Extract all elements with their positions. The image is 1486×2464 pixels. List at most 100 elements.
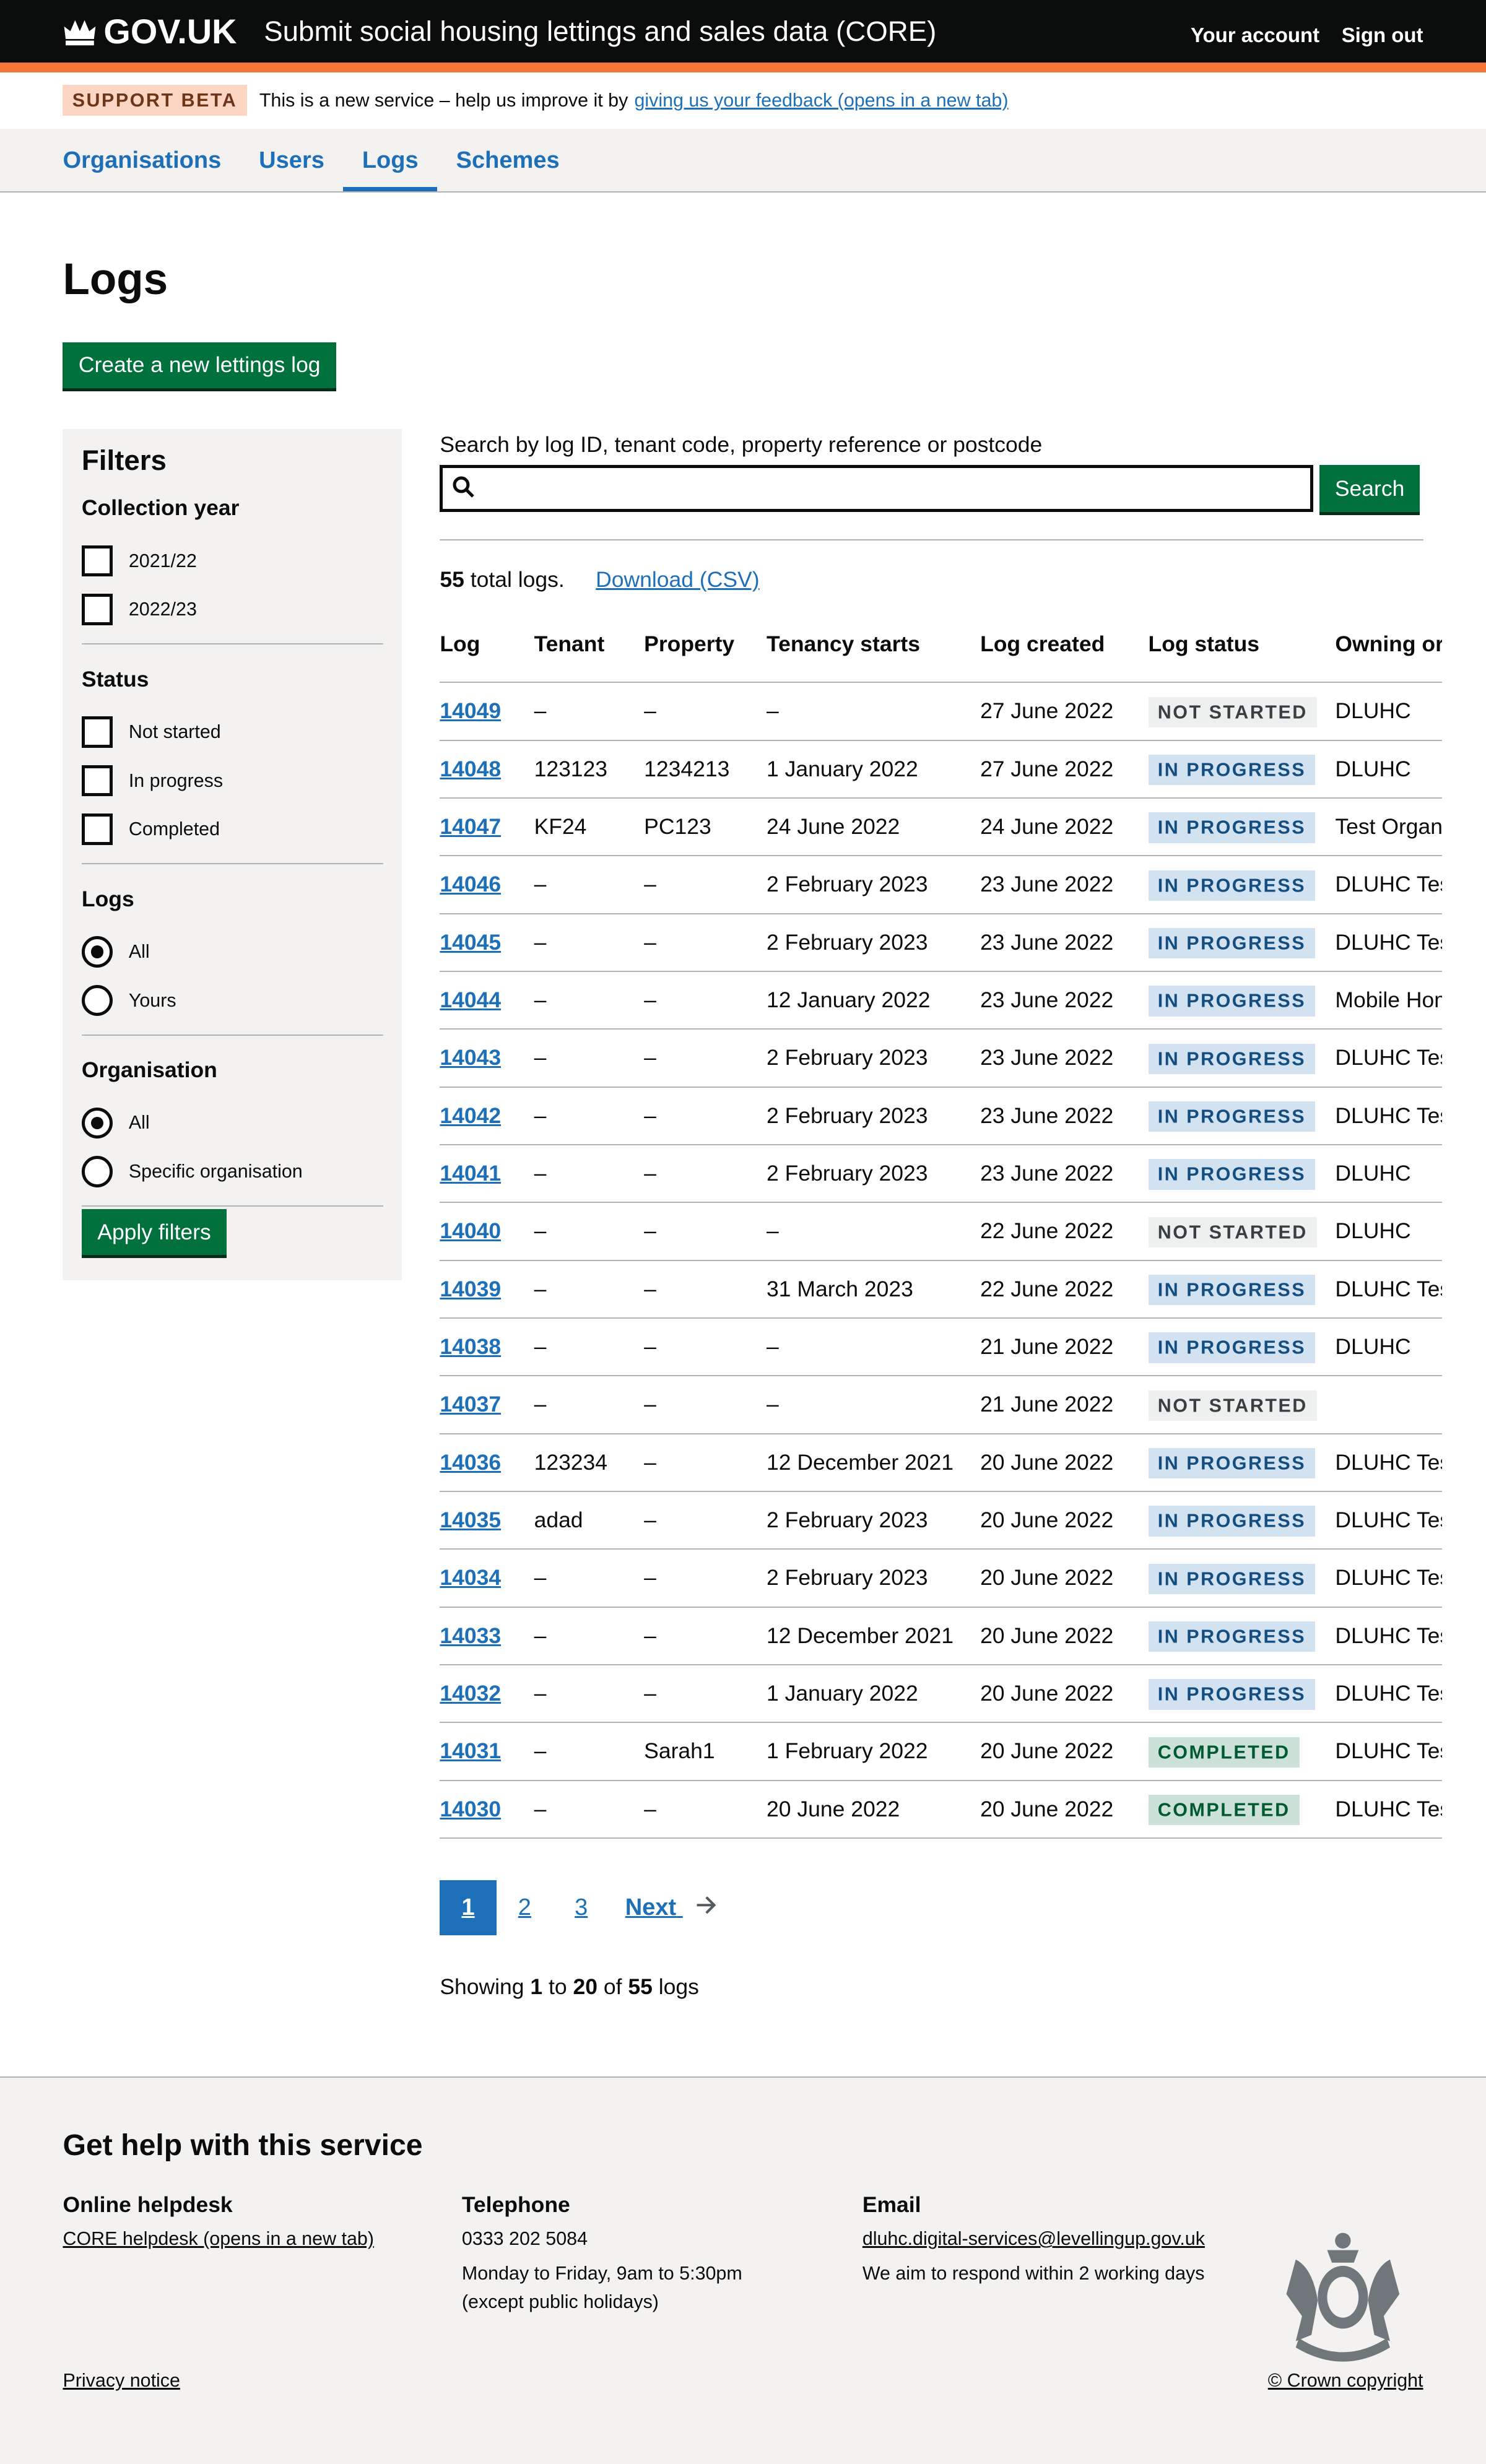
table-row[interactable]: 14047 KF24 PC123 24 June 2022 24 June 2022 IN… [440,797,1442,857]
checkbox[interactable] [81,594,113,625]
opening-hours: Monday to Friday, 9am to 5:30pm [461,2263,742,2284]
log-id-link[interactable]: 14048 [440,756,502,781]
log-id-link[interactable]: 14041 [440,1161,502,1186]
checkbox-completed[interactable]: Completed [81,805,383,854]
privacy-notice-link[interactable]: Privacy notice [63,2369,180,2391]
log-id-link[interactable]: 14047 [440,814,502,839]
feedback-link[interactable]: giving us your feedback (opens in a new … [634,89,1009,111]
status-badge: NOT STARTED [1148,1217,1318,1247]
nav-logs[interactable]: Logs [343,129,437,192]
page-2-link[interactable]: 2 [518,1894,531,1920]
checkbox[interactable] [81,813,113,846]
log-id-link[interactable]: 14038 [440,1334,502,1360]
crown-copyright-link[interactable]: © Crown copyright [1267,2369,1423,2391]
checkbox-in-progress[interactable]: In progress [81,757,383,805]
log-id-link[interactable]: 14049 [440,698,502,724]
log-id-link[interactable]: 14035 [440,1507,502,1533]
table-cell: – [767,1376,981,1434]
table-cell: Mobile Homes [1335,971,1442,1030]
page-1-link[interactable]: 1 [440,1880,497,1935]
checkbox-not-started[interactable]: Not started [81,708,383,757]
log-id-link[interactable]: 14031 [440,1738,502,1764]
log-id-link[interactable]: 14044 [440,987,502,1013]
table-cell: 14031 [440,1722,534,1781]
download-csv-link[interactable]: Download (CSV) [596,566,760,592]
table-cell: 20 June 2022 [767,1780,981,1839]
table-row[interactable]: 14043– –2 February 2023 23 June 2022 IN PRO… [440,1029,1442,1088]
table-row[interactable]: 14037– – –21 June 2022 NOT STARTED [440,1376,1442,1434]
govuk-logo[interactable]: GOV.UK [63,11,237,51]
log-id-link[interactable]: 14045 [440,929,502,955]
search-button[interactable]: Search [1319,465,1420,513]
table-row[interactable]: 14044– –12 January 2022 23 June 2022 IN PRO… [440,971,1442,1030]
log-id-link[interactable]: 14033 [440,1623,502,1648]
column-title: Telephone [461,2192,570,2217]
primary-nav: Organisations Users Logs Schemes [0,129,1486,193]
next-page-link[interactable]: Next [625,1880,718,1935]
table-row[interactable]: 14031 – Sarah1 1 February 2022 20 June 2022 C… [440,1722,1442,1781]
your-account-link[interactable]: Your account [1190,24,1320,47]
table-row[interactable]: 14046– –2 February 2023 23 June 2022 IN PRO… [440,856,1442,914]
table-row[interactable]: 14036 123234–12 December 2021 20 June 2022… [440,1433,1442,1492]
nav-users[interactable]: Users [259,147,324,174]
table-cell: 1234213 [644,740,767,799]
radio[interactable] [81,936,113,968]
table-row[interactable]: 14040– – –22 June 2022 NOT STARTED DLUHC [440,1202,1442,1261]
apply-filters-button[interactable]: Apply filters [81,1209,227,1256]
radio-specific-organisation[interactable]: Specific organisation [81,1147,383,1196]
log-id-link[interactable]: 14030 [440,1796,502,1821]
log-id-link[interactable]: 14039 [440,1276,502,1301]
log-id-link[interactable]: 14034 [440,1565,502,1590]
log-id-link[interactable]: 14046 [440,872,502,897]
checkbox-2021-22[interactable]: 2021/22 [81,537,383,586]
table-cell: 14035 [440,1491,534,1550]
sign-out-link[interactable]: Sign out [1341,24,1423,47]
log-id-link[interactable]: 14040 [440,1218,502,1244]
checkbox[interactable] [81,545,113,577]
page-3-link[interactable]: 3 [575,1894,588,1920]
table-row[interactable]: 14045– –2 February 2023 23 June 2022 IN PRO… [440,913,1442,972]
table-cell: IN PROGRESS [1148,1144,1336,1204]
radio[interactable] [81,984,113,1017]
table-row[interactable]: 14039– –31 March 2023 22 June 2022 IN PROGR… [440,1260,1442,1319]
table-row[interactable]: 14034– –2 February 2023 20 June 2022 IN PRO… [440,1549,1442,1608]
table-row[interactable]: 14048 123123 1234213 1 January 2022 27 June … [440,740,1442,799]
nav-schemes[interactable]: Schemes [456,147,560,174]
log-id-link[interactable]: 14032 [440,1681,502,1706]
helpdesk-link[interactable]: CORE helpdesk (opens in a new tab) [63,2228,374,2250]
table-row[interactable]: 14041– –2 February 2023 23 June 2022 IN PRO… [440,1144,1442,1204]
status-badge: IN PROGRESS [1148,1506,1316,1537]
log-id-link[interactable]: 14036 [440,1449,502,1475]
checkbox[interactable] [81,716,113,748]
column-header: Owning organisation [1335,628,1442,683]
table-row[interactable]: 14032– –1 January 2022 20 June 2022 IN PROG… [440,1664,1442,1724]
table-row[interactable]: 14042– –2 February 2023 23 June 2022 IN PRO… [440,1087,1442,1145]
search-input[interactable] [484,468,1307,510]
checkbox-2022-23[interactable]: 2022/23 [81,585,383,634]
radio[interactable] [81,1107,113,1139]
table-row[interactable]: 14030– –20 June 2022 20 June 2022 COMPLETED… [440,1780,1442,1839]
table-row[interactable]: 14033– –12 December 2021 20 June 2022 IN PR… [440,1607,1442,1665]
radio-all-organisations[interactable]: All [81,1099,383,1148]
search-field[interactable] [440,465,1313,513]
log-id-link[interactable]: 14043 [440,1045,502,1070]
radio-all-logs[interactable]: All [81,927,383,976]
table-cell: – [767,1317,981,1377]
checkbox[interactable] [81,765,113,797]
nav-organisations[interactable]: Organisations [63,147,222,174]
service-name[interactable]: Submit social housing lettings and sales… [264,15,937,48]
table-row[interactable]: 14038– – –21 June 2022 IN PROGRESS DLUHC [440,1317,1442,1377]
log-id-link[interactable]: 14037 [440,1392,502,1417]
table-cell: – [644,856,767,914]
table-cell: 14046 [440,856,534,914]
table-row[interactable]: 14035 adad –2 February 2023 20 June 2022 IN … [440,1491,1442,1550]
log-id-link[interactable]: 14042 [440,1103,502,1128]
option-label: In progress [128,770,224,791]
email-link[interactable]: dluhc.digital-services@levellingup.gov.u… [862,2228,1205,2250]
table-row[interactable]: 14049– – –27 June 2022 NOT STARTED DLUHC [440,682,1442,741]
table-cell: 1 February 2022 [767,1722,981,1781]
table-cell: 1 January 2022 [767,1664,981,1724]
radio[interactable] [81,1156,113,1187]
create-lettings-log-button[interactable]: Create a new lettings log [63,342,336,388]
radio-your-logs[interactable]: Yours [81,976,383,1025]
